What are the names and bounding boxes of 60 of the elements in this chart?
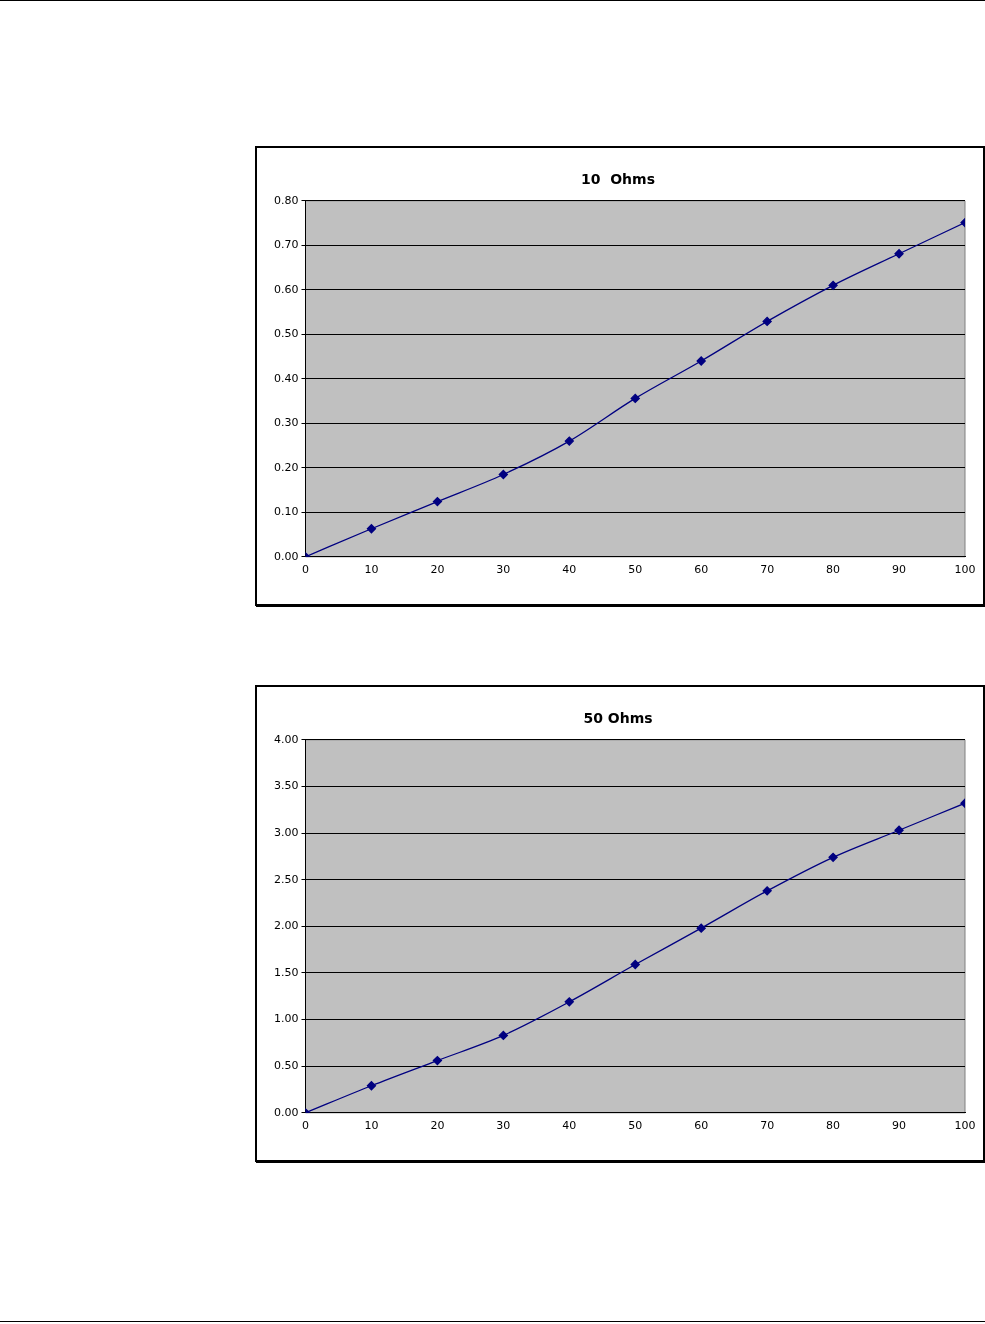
x-tick-label: 80 — [826, 563, 841, 577]
point — [762, 886, 772, 896]
x-tick-label: 50 — [628, 1119, 643, 1133]
point — [498, 1030, 508, 1041]
x-tick-label: 40 — [562, 563, 577, 577]
x-tick-label: 60 — [694, 1119, 709, 1133]
point — [366, 1081, 377, 1091]
y-tick-label: 4.00 — [273, 732, 299, 746]
x-tick-label: 90 — [892, 1119, 907, 1133]
y-tick-label: 0.50 — [273, 327, 299, 341]
x-tick-label: 40 — [562, 1119, 577, 1133]
x-tick-label: 70 — [760, 563, 775, 577]
x-tick-label: 30 — [496, 563, 511, 577]
x-tick-label: 80 — [826, 1119, 841, 1133]
point — [564, 436, 574, 446]
y-tick-label: 0.60 — [273, 282, 299, 296]
x-tick-label: 100 — [954, 563, 976, 577]
point — [564, 997, 574, 1007]
point — [894, 825, 904, 835]
y-tick-label: 1.00 — [273, 1012, 299, 1026]
x-tick-label: 30 — [496, 1119, 511, 1133]
point — [630, 393, 640, 404]
point — [630, 959, 640, 970]
x-tick-label: 20 — [430, 563, 445, 577]
y-tick-label: 0.10 — [273, 505, 299, 519]
y-tick-label: 3.00 — [273, 825, 299, 839]
x-tick-label: 10 — [364, 1119, 379, 1133]
point — [432, 496, 443, 507]
point — [696, 923, 706, 933]
chart-title: 50 Ohms — [583, 710, 653, 727]
y-tick-label: 0.00 — [273, 549, 299, 563]
y-tick-label: 2.00 — [273, 919, 299, 933]
x-tick-label: 0 — [301, 563, 309, 577]
point — [762, 316, 772, 327]
x-tick-label: 10 — [364, 563, 379, 577]
point — [366, 524, 377, 534]
point — [432, 1055, 443, 1066]
x-tick-label: 20 — [430, 1119, 445, 1133]
y-tick-label: 3.50 — [273, 779, 299, 793]
y-tick-label: 0.30 — [273, 416, 299, 430]
y-tick-label: 0.70 — [273, 238, 299, 252]
x-tick-label: 60 — [694, 563, 709, 577]
point — [828, 280, 838, 290]
x-tick-label: 90 — [892, 563, 907, 577]
x-tick-label: 50 — [628, 563, 643, 577]
point — [894, 249, 904, 259]
point — [696, 356, 706, 366]
point — [828, 852, 838, 862]
point — [498, 469, 508, 480]
y-tick-label: 0.00 — [273, 1105, 299, 1119]
y-tick-label: 0.80 — [273, 193, 299, 207]
y-tick-label: 0.40 — [273, 371, 299, 385]
y-tick-label: 1.50 — [273, 965, 299, 979]
y-tick-label: 2.50 — [273, 872, 299, 886]
chart-title: 10 Ohms — [580, 171, 656, 188]
x-tick-label: 100 — [954, 1119, 976, 1133]
x-tick-label: 70 — [760, 1119, 775, 1133]
x-tick-label: 0 — [301, 1119, 309, 1133]
y-tick-label: 0.20 — [273, 460, 299, 474]
y-tick-label: 0.50 — [273, 1059, 299, 1073]
